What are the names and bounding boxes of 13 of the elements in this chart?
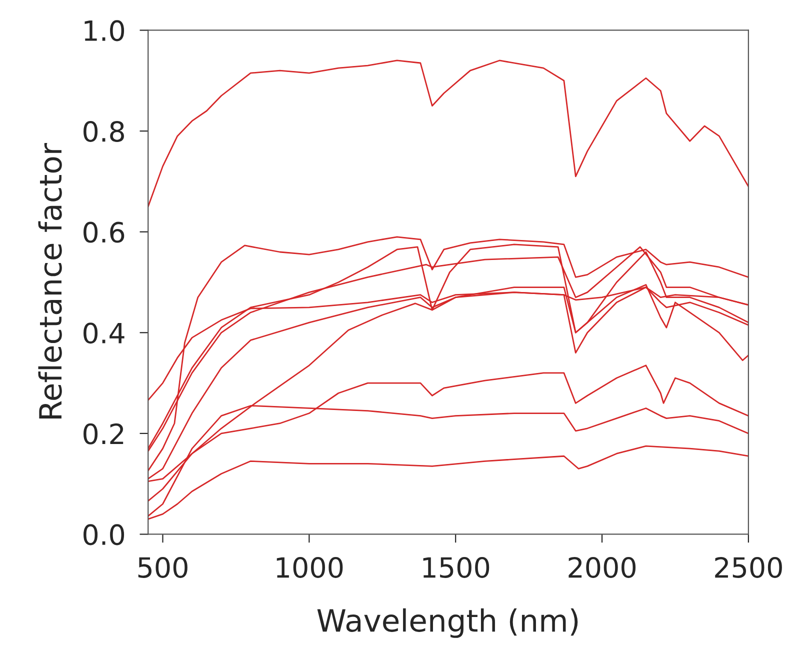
y-tick-label: 0.8 — [84, 120, 124, 142]
y-tick-label: 0.4 — [84, 322, 124, 344]
x-axis-title: Wavelength (nm) — [317, 608, 578, 638]
x-tick-label: 500 — [138, 556, 188, 578]
x-tick-label: 2000 — [568, 556, 636, 578]
y-tick-label: 0.0 — [84, 524, 124, 546]
y-tick-label: 0.2 — [84, 423, 124, 444]
y-tick-label: 1.0 — [84, 20, 124, 42]
y-axis-title: Reflectance factor — [38, 143, 62, 418]
x-tick-label: 2500 — [715, 556, 782, 578]
y-tick-label: 0.6 — [84, 222, 124, 243]
x-tick-label: 1000 — [276, 556, 343, 578]
x-tick-label: 1500 — [423, 556, 490, 578]
